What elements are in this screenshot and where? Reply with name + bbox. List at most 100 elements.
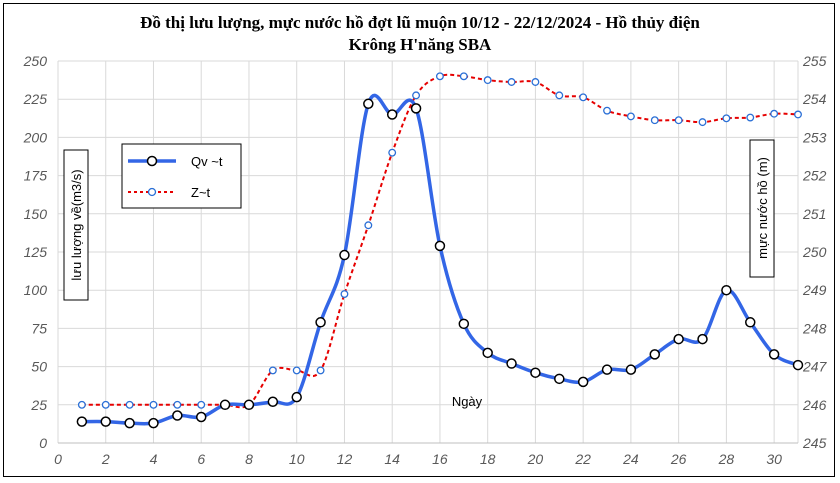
series-z-point (579, 93, 588, 102)
series-z-point (388, 148, 397, 157)
x-tick-label: 26 (670, 451, 687, 467)
series-z-point (316, 366, 325, 375)
series-z-point (364, 221, 373, 230)
series-z-point (173, 400, 182, 409)
left-tick-label: 100 (24, 282, 48, 298)
series-z-point (412, 91, 421, 100)
x-tick-label: 30 (766, 451, 782, 467)
series-qv-point (434, 240, 446, 252)
series-qv-point (745, 317, 756, 328)
chart-frame (3, 3, 835, 477)
right-tick-label: 252 (802, 168, 827, 184)
series-z-point (268, 366, 277, 375)
right-tick-label: 254 (802, 91, 827, 107)
series-qv-point (195, 411, 207, 423)
series-z-point (722, 114, 731, 123)
series-qv-point (76, 416, 88, 427)
chart-title-line-2: Krông H'năng SBA (348, 35, 492, 54)
series-z-point (626, 112, 635, 121)
series-z-point (101, 400, 110, 409)
series-z-point (77, 400, 86, 409)
series-qv-point (554, 373, 565, 385)
series-z-point (531, 78, 540, 86)
legend-z-marker (147, 187, 157, 197)
series-qv-point (768, 349, 780, 360)
x-axis-label: Ngày (452, 394, 483, 409)
series-z-point (197, 400, 206, 409)
series-qv-point (625, 364, 637, 375)
grid-lines (57, 60, 799, 444)
series-qv-point (148, 417, 159, 429)
series-z-point (603, 106, 611, 115)
legend-box (121, 143, 242, 209)
series-z-point (794, 110, 802, 119)
legend: Qv ~t Z~t (121, 143, 242, 209)
chart-title-line-1: Đồ thị lưu lượng, mực nước hồ đợt lũ muộ… (140, 13, 700, 32)
left-tick-label: 125 (24, 244, 48, 260)
right-axis-label-box (749, 139, 775, 278)
series-qv-point (792, 359, 804, 371)
series-qv-point (506, 358, 517, 369)
left-axis-ticks: 0 25 50 75 100 125 150 175 200 225 250 (23, 53, 48, 451)
series-qv-point (697, 333, 708, 345)
series-z-point (555, 91, 564, 100)
left-tick-label: 225 (23, 91, 48, 107)
legend-qv-marker (146, 155, 158, 167)
series-z-point (746, 113, 755, 122)
legend-z-label: Z~t (191, 185, 211, 200)
x-tick-label: 0 (54, 451, 62, 467)
x-tick-label: 12 (337, 451, 353, 467)
left-tick-label: 75 (31, 320, 47, 336)
series-z-point (149, 400, 158, 409)
series-qv-point (339, 249, 350, 261)
right-tick-label: 249 (802, 282, 827, 298)
left-tick-label: 25 (30, 397, 47, 413)
series-z-point (698, 118, 707, 127)
x-tick-label: 4 (150, 451, 158, 467)
x-tick-label: 18 (480, 451, 496, 467)
x-tick-label: 6 (197, 451, 205, 467)
left-axis-label-box (63, 149, 89, 301)
left-tick-label: 175 (24, 168, 48, 184)
right-tick-label: 250 (802, 244, 827, 260)
x-tick-label: 20 (527, 451, 544, 467)
series-qv-point (386, 109, 398, 120)
series-layer (76, 72, 804, 429)
series-z-point (674, 116, 683, 125)
series-z-point (435, 72, 444, 81)
series-qv-point (100, 416, 111, 427)
series-qv-point (458, 318, 470, 330)
right-tick-label: 253 (802, 129, 827, 145)
x-tick-label: 16 (432, 451, 448, 467)
left-tick-label: 200 (23, 129, 48, 145)
x-axis-ticks: 0 2 4 6 8 10 12 14 16 18 20 22 24 26 28 30 (54, 451, 782, 467)
right-tick-label: 245 (802, 435, 827, 451)
right-tick-label: 255 (802, 53, 827, 69)
right-tick-label: 251 (802, 206, 826, 222)
series-qv-point (721, 284, 732, 296)
left-tick-label: 50 (31, 359, 47, 375)
series-qv-point (673, 333, 684, 345)
x-tick-label: 8 (245, 451, 253, 467)
series-qv-point (410, 103, 422, 114)
left-tick-label: 150 (24, 206, 48, 222)
right-tick-label: 246 (802, 397, 827, 413)
series-z-point (770, 109, 779, 118)
x-tick-label: 2 (101, 451, 110, 467)
x-tick-label: 24 (622, 451, 639, 467)
series-qv-point (219, 399, 231, 411)
series-qv-point (291, 391, 302, 403)
left-axis-label: lưu lượng về(m3/s) (69, 169, 84, 280)
legend-qv-label: Qv ~t (191, 154, 223, 169)
series-z-point (507, 78, 516, 86)
series-qv-point (649, 349, 661, 360)
series-qv-point (267, 396, 279, 407)
series-z-point (292, 366, 301, 375)
series-qv-point (172, 410, 183, 421)
x-tick-label: 28 (718, 451, 735, 467)
right-axis-ticks: 245 246 247 248 249 250 251 252 253 254 255 (802, 53, 828, 451)
series-qv-point (315, 317, 326, 328)
x-tick-label: 10 (289, 451, 305, 467)
series-z-point (483, 76, 492, 85)
